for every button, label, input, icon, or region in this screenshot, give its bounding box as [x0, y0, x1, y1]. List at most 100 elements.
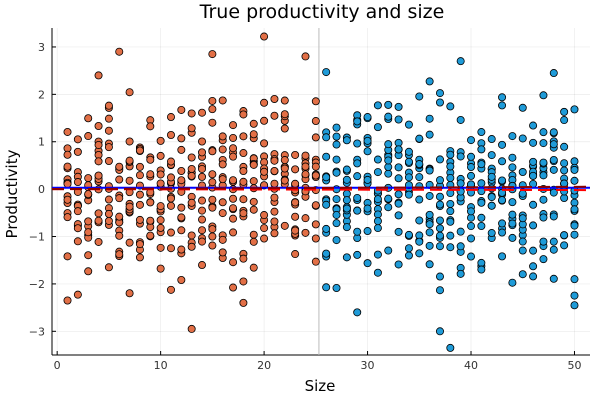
data-point [446, 243, 455, 252]
data-point [332, 195, 341, 204]
data-point [384, 169, 393, 178]
data-point [425, 77, 434, 86]
data-point [508, 210, 517, 219]
data-point [218, 175, 227, 184]
data-point [125, 289, 134, 298]
data-point [425, 260, 434, 269]
data-point [529, 157, 538, 166]
data-point [125, 156, 134, 165]
data-point [467, 252, 476, 261]
data-point [198, 237, 207, 246]
data-point [187, 109, 196, 118]
data-point [446, 199, 455, 208]
data-point [332, 219, 341, 228]
data-point [249, 197, 258, 206]
data-point [342, 196, 351, 205]
data-point [311, 117, 320, 126]
data-point [342, 253, 351, 262]
data-point [529, 246, 538, 255]
data-point [446, 217, 455, 226]
x-tick-label: 20 [257, 359, 271, 372]
data-point [73, 237, 82, 246]
data-point [177, 105, 186, 114]
data-point [560, 194, 569, 203]
data-point [270, 156, 279, 165]
data-point [456, 179, 465, 188]
data-point [166, 113, 175, 122]
data-point [508, 233, 517, 242]
data-point [425, 210, 434, 219]
data-point [166, 228, 175, 237]
y-axis-title: Productivity [3, 149, 21, 238]
data-point [539, 237, 548, 246]
data-point [104, 216, 113, 225]
data-point [146, 231, 155, 240]
data-point [260, 98, 269, 107]
data-point [342, 223, 351, 232]
data-point [63, 213, 72, 222]
data-point [187, 124, 196, 133]
data-point [487, 151, 496, 160]
data-point [218, 160, 227, 169]
data-point [508, 153, 517, 162]
data-point [518, 270, 527, 279]
data-point [322, 152, 331, 161]
data-point [73, 290, 82, 299]
data-point [104, 114, 113, 123]
data-point [94, 71, 103, 80]
data-point [477, 265, 486, 274]
data-point [498, 93, 507, 102]
data-point [280, 221, 289, 230]
data-point [208, 225, 217, 234]
data-point [208, 170, 217, 179]
data-point [187, 198, 196, 207]
data-point [456, 57, 465, 66]
data-point [446, 162, 455, 171]
reference-lines [51, 185, 591, 192]
data-point [177, 145, 186, 154]
data-point [560, 159, 569, 168]
data-point [456, 269, 465, 278]
data-point [415, 160, 424, 169]
data-point [125, 176, 134, 185]
data-point [415, 195, 424, 204]
data-point [529, 200, 538, 209]
data-point [384, 203, 393, 212]
data-point [115, 194, 124, 203]
data-point [570, 205, 579, 214]
data-point [456, 227, 465, 236]
data-point [425, 191, 434, 200]
data-point [342, 165, 351, 174]
y-tick-label: 3 [38, 41, 45, 54]
data-point [446, 150, 455, 159]
data-point [570, 291, 579, 300]
data-point [560, 231, 569, 240]
data-point [187, 164, 196, 173]
data-point [487, 229, 496, 238]
data-point [404, 230, 413, 239]
data-point [384, 140, 393, 149]
data-point [198, 226, 207, 235]
data-point [198, 148, 207, 157]
data-point [187, 171, 196, 180]
data-point [353, 206, 362, 215]
data-point [394, 190, 403, 199]
data-point [425, 241, 434, 250]
data-point [311, 220, 320, 229]
data-point [446, 207, 455, 216]
data-point [63, 195, 72, 204]
data-point [84, 251, 93, 260]
data-point [435, 192, 444, 201]
data-point [280, 176, 289, 185]
data-point [208, 147, 217, 156]
data-point [311, 201, 320, 210]
data-point [291, 179, 300, 188]
y-tick-label: −1 [29, 231, 45, 244]
data-point [560, 187, 569, 196]
data-point [301, 170, 310, 179]
data-point [549, 237, 558, 246]
data-point [166, 131, 175, 140]
data-point [435, 327, 444, 336]
data-point [353, 139, 362, 148]
data-point [322, 283, 331, 292]
